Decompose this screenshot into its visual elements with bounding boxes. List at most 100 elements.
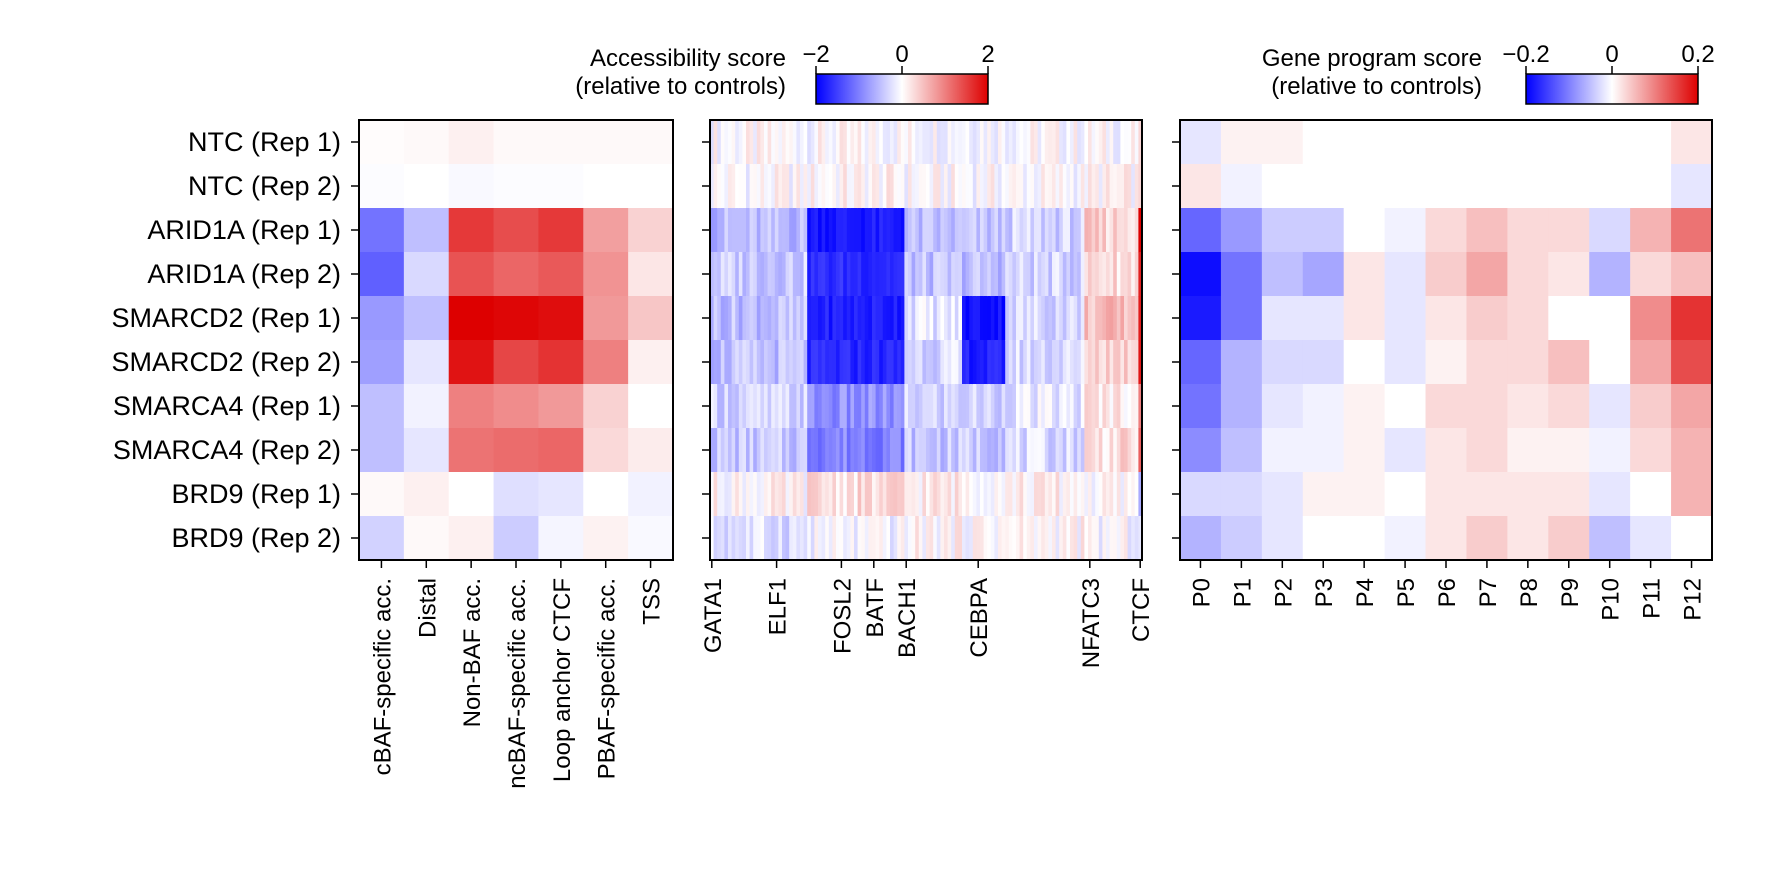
heatmap-cell — [929, 516, 934, 561]
heatmap-cell — [828, 428, 833, 473]
heatmap-cell — [861, 296, 866, 341]
heatmap-cell — [828, 516, 833, 561]
heatmap-cell — [1008, 516, 1013, 561]
heatmap-cell — [958, 208, 963, 253]
heatmap-cell — [756, 384, 761, 429]
heatmap-cell — [800, 340, 805, 385]
heatmap-cell — [864, 384, 869, 429]
heatmap-cell — [785, 164, 790, 209]
heatmap-cell — [1066, 428, 1071, 473]
heatmap-cell — [1066, 472, 1071, 517]
heatmap-cell — [785, 340, 790, 385]
heatmap-cell — [832, 428, 837, 473]
heatmap-cell — [1008, 428, 1013, 473]
heatmap-cell — [1041, 472, 1046, 517]
heatmap-cell — [1026, 120, 1031, 165]
heatmap-cell — [628, 120, 674, 165]
heatmap-cell — [1261, 296, 1304, 341]
heatmap-cell — [908, 120, 913, 165]
heatmap-cell — [828, 208, 833, 253]
heatmap-cell — [1124, 472, 1129, 517]
heatmap-cell — [1116, 340, 1121, 385]
heatmap-cell — [1106, 120, 1111, 165]
heatmap-cell — [1507, 340, 1549, 385]
heatmap-cell — [1030, 516, 1035, 561]
heatmap-cell — [1127, 208, 1132, 253]
heatmap-cell — [760, 428, 765, 473]
heatmap-cell — [792, 164, 797, 209]
heatmap-cell — [774, 120, 779, 165]
heatmap-cell — [713, 164, 718, 209]
heatmap-cell — [908, 252, 913, 297]
heatmap-cell — [908, 516, 913, 561]
heatmap-cell — [1507, 164, 1549, 209]
heatmap-cell — [1102, 120, 1107, 165]
heatmap-cell — [893, 208, 898, 253]
heatmap-cell — [710, 340, 715, 385]
heatmap-cell — [717, 252, 722, 297]
heatmap-cell — [904, 252, 909, 297]
heatmap-cell — [818, 384, 823, 429]
heatmap-cell — [998, 252, 1003, 297]
heatmap-cell — [983, 428, 988, 473]
heatmap-cell — [998, 384, 1003, 429]
heatmap-cell — [864, 164, 869, 209]
heatmap-cell — [854, 472, 859, 517]
heatmap-cell — [814, 428, 819, 473]
heatmap-cell — [1671, 164, 1713, 209]
heatmap-cell — [538, 384, 584, 429]
heatmap-cell — [789, 472, 794, 517]
heatmap-cell — [886, 296, 891, 341]
heatmap-cell — [890, 428, 895, 473]
heatmap-cell — [1507, 516, 1549, 561]
heatmap-cell — [1019, 428, 1024, 473]
heatmap-cell — [839, 384, 844, 429]
heatmap-cell — [1052, 296, 1057, 341]
heatmap-cell — [980, 384, 985, 429]
heatmap-cell — [929, 428, 934, 473]
heatmap-cell — [1671, 208, 1713, 253]
heatmap-cell — [940, 208, 945, 253]
heatmap-cell — [947, 428, 952, 473]
column-label: BACH1 — [894, 578, 921, 658]
heatmap-cell — [890, 120, 895, 165]
heatmap-cell — [448, 384, 495, 429]
heatmap-cell — [810, 208, 815, 253]
heatmap-cell — [1106, 340, 1111, 385]
heatmap-cell — [1343, 120, 1386, 165]
heatmap-cell — [944, 428, 949, 473]
heatmap-cell — [972, 428, 977, 473]
heatmap-cell — [947, 296, 952, 341]
heatmap-cell — [954, 208, 959, 253]
heatmap-cell — [1034, 208, 1039, 253]
heatmap-cell — [850, 208, 855, 253]
heatmap-cell — [1220, 340, 1263, 385]
heatmap-cell — [731, 428, 736, 473]
heatmap-cell — [832, 164, 837, 209]
heatmap-cell — [753, 120, 758, 165]
heatmap-cell — [710, 472, 715, 517]
heatmap-cell — [1466, 208, 1508, 253]
heatmap-cell — [944, 164, 949, 209]
heatmap-cell — [994, 296, 999, 341]
heatmap-cell — [972, 252, 977, 297]
heatmap-cell — [1012, 428, 1017, 473]
heatmap-cell — [1048, 296, 1053, 341]
heatmap-cell — [828, 296, 833, 341]
heatmap-cell — [821, 516, 826, 561]
heatmap-cell — [1261, 472, 1304, 517]
heatmap-cell — [940, 296, 945, 341]
heatmap-cell — [1466, 516, 1508, 561]
heatmap-cell — [1120, 384, 1125, 429]
heatmap-cell — [720, 384, 725, 429]
heatmap-cell — [1124, 428, 1129, 473]
heatmap-cell — [720, 340, 725, 385]
heatmap-cell — [710, 208, 715, 253]
heatmap-cell — [1073, 516, 1078, 561]
heatmap-cell — [1019, 472, 1024, 517]
heatmap-cell — [1044, 340, 1049, 385]
heatmap-cell — [976, 340, 981, 385]
heatmap-cell — [1384, 340, 1427, 385]
heatmap-cell — [1261, 516, 1304, 561]
heatmap-cell — [1008, 164, 1013, 209]
